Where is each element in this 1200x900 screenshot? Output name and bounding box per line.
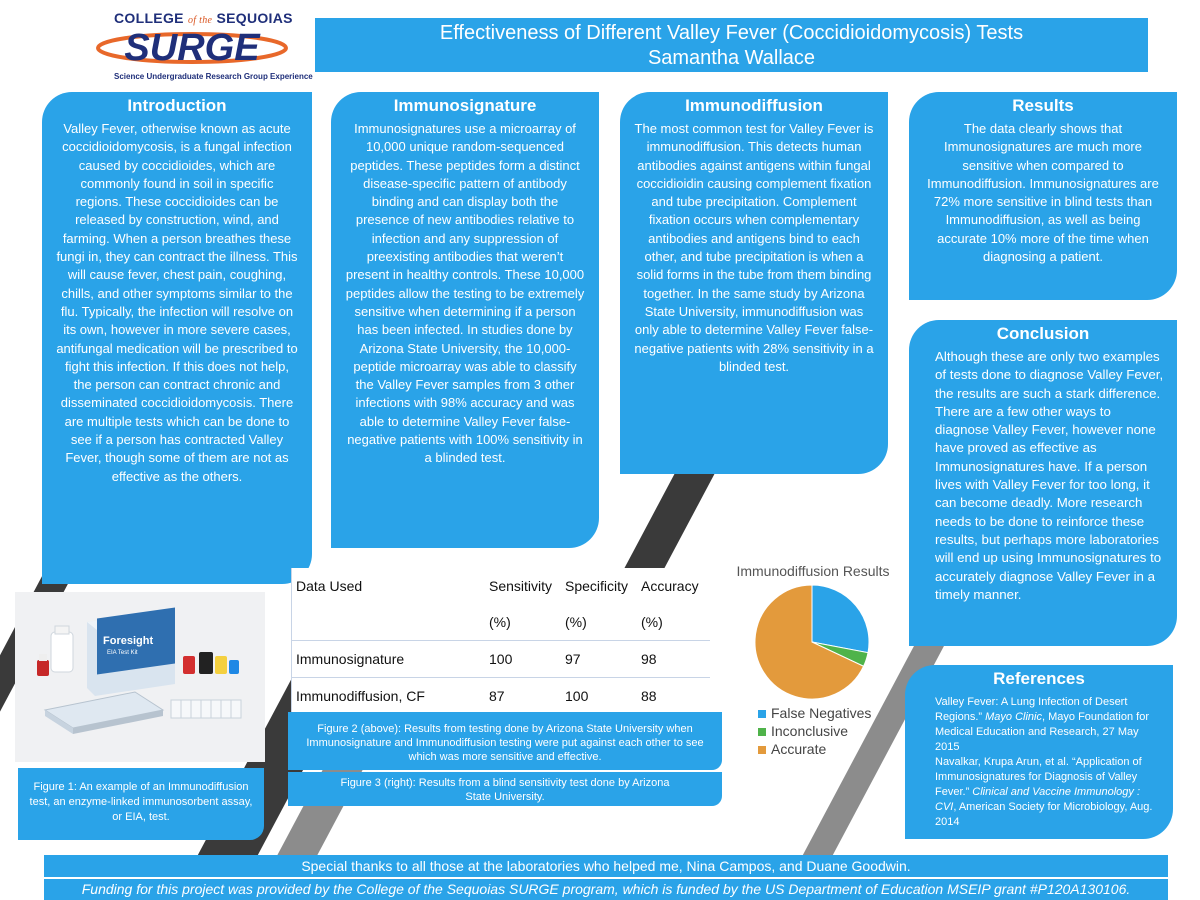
poster-author: Samantha Wallace bbox=[647, 47, 816, 69]
table-unit-cell: (%) bbox=[561, 604, 637, 641]
immunodiffusion-heading: Immunodiffusion bbox=[685, 96, 823, 115]
references-heading: References bbox=[993, 669, 1085, 688]
svg-text:Foresight: Foresight bbox=[103, 635, 153, 647]
table-cell: 100 bbox=[565, 688, 589, 704]
surge-logo: COLLEGE of the SEQUOIAS SURGE Science Un… bbox=[92, 6, 313, 86]
introduction-panel: Introduction Valley Fever, otherwise kno… bbox=[42, 92, 312, 584]
table-cell: 100 bbox=[485, 640, 561, 678]
immunosignature-panel: Immunosignature Immunosignatures use a m… bbox=[331, 92, 599, 548]
legend-swatch bbox=[758, 746, 766, 755]
table-cell: Immunosignature bbox=[292, 640, 485, 678]
chart-legend: False Negatives Inconclusive Accurate bbox=[758, 704, 871, 758]
figure2-caption: Figure 2 (above): Results from testing d… bbox=[306, 723, 704, 763]
figure2-caption-box: Figure 2 (above): Results from testing d… bbox=[288, 712, 722, 770]
introduction-body: Valley Fever, otherwise known as acute c… bbox=[56, 121, 298, 484]
legend-label: Inconclusive bbox=[771, 723, 849, 739]
svg-text:EIA Test Kit: EIA Test Kit bbox=[107, 650, 138, 656]
immunodiffusion-panel: Immunodiffusion The most common test for… bbox=[620, 92, 888, 474]
figure3-caption: Figure 3 (right): Results from a blind s… bbox=[340, 777, 670, 803]
poster-title-banner: Effectiveness of Different Valley Fever … bbox=[315, 18, 1148, 72]
table-header-cell: Specificity bbox=[565, 578, 629, 594]
funding-banner: Funding for this project was provided by… bbox=[44, 879, 1168, 900]
table-unit-cell: (%) bbox=[637, 604, 710, 641]
table-cell: 88 bbox=[641, 688, 657, 704]
immunosignature-body: Immunosignatures use a microarray of 10,… bbox=[345, 121, 585, 466]
table-cell: Immunodiffusion, CF bbox=[296, 688, 425, 704]
table-unit-cell: (%) bbox=[485, 604, 561, 641]
table-cell: 87 bbox=[489, 688, 505, 704]
legend-swatch bbox=[758, 728, 766, 737]
references-panel: References Valley Fever: A Lung Infectio… bbox=[905, 665, 1173, 839]
immunosignature-heading: Immunosignature bbox=[393, 96, 537, 115]
acknowledgements-banner: Special thanks to all those at the labor… bbox=[44, 855, 1168, 877]
background-stripe bbox=[623, 470, 717, 570]
legend-item: Inconclusive bbox=[758, 722, 871, 740]
table-row: Immunosignature 100 97 98 bbox=[292, 640, 710, 678]
conclusion-panel: Conclusion Although these are only two e… bbox=[909, 320, 1177, 646]
conclusion-body: Although these are only two examples of … bbox=[935, 349, 1164, 602]
table-row: Immunodiffusion, CF 87 100 88 bbox=[292, 678, 710, 715]
introduction-heading: Introduction bbox=[127, 96, 227, 115]
table-unit-cell bbox=[292, 604, 485, 641]
conclusion-heading: Conclusion bbox=[996, 324, 1090, 343]
immunodiffusion-pie-chart bbox=[754, 584, 870, 700]
results-heading: Results bbox=[1012, 96, 1074, 115]
legend-label: Accurate bbox=[771, 741, 827, 757]
table-units-row: (%) (%) (%) bbox=[292, 604, 710, 641]
eia-test-kit-image: Foresight EIA Test Kit bbox=[15, 592, 265, 762]
legend-label: False Negatives bbox=[771, 705, 872, 721]
legend-swatch bbox=[758, 710, 766, 719]
surge-swoosh-logo: SURGE bbox=[96, 27, 288, 69]
table-header-cell: Accuracy bbox=[641, 578, 699, 594]
chart-title: Immunodiffusion Results bbox=[736, 563, 890, 579]
table-cell: 97 bbox=[561, 640, 637, 678]
table-cell: 98 bbox=[637, 640, 710, 678]
results-panel: Results The data clearly shows that Immu… bbox=[909, 92, 1177, 300]
results-body: The data clearly shows that Immunosignat… bbox=[927, 121, 1159, 265]
pie-slice-false-negatives bbox=[811, 584, 870, 654]
figure3-caption-box: Figure 3 (right): Results from a blind s… bbox=[288, 772, 722, 806]
legend-item: Accurate bbox=[758, 740, 871, 758]
immunodiffusion-body: The most common test for Valley Fever is… bbox=[634, 121, 874, 374]
college-label: COLLEGE of the SEQUOIAS bbox=[114, 10, 293, 26]
table-header-cell: Data Used bbox=[296, 578, 363, 594]
results-table: Data Used Sensitivity Specificity Accura… bbox=[291, 568, 710, 718]
pie-slice-accurate bbox=[754, 584, 865, 700]
program-tagline: Science Undergraduate Research Group Exp… bbox=[114, 72, 313, 81]
table-header-cell: Sensitivity bbox=[489, 578, 553, 594]
figure1-caption-box: Figure 1: An example of an Immunodiffusi… bbox=[18, 768, 264, 840]
svg-text:SURGE: SURGE bbox=[124, 27, 261, 69]
poster-title: Effectiveness of Different Valley Fever … bbox=[439, 22, 1024, 44]
figure1-caption: Figure 1: An example of an Immunodiffusi… bbox=[29, 781, 253, 823]
table-header-row: Data Used Sensitivity Specificity Accura… bbox=[292, 568, 710, 604]
legend-item: False Negatives bbox=[758, 704, 871, 722]
reference-item: Valley Fever: A Lung Infection of Desert… bbox=[935, 696, 1153, 828]
